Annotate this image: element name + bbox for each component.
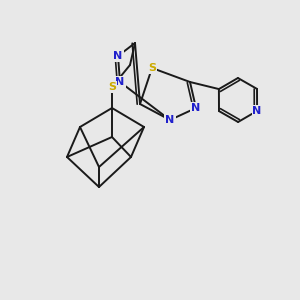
Text: N: N bbox=[191, 103, 201, 113]
Text: N: N bbox=[165, 115, 175, 125]
Text: N: N bbox=[113, 51, 123, 61]
Text: S: S bbox=[148, 63, 156, 73]
Text: S: S bbox=[108, 82, 116, 92]
Text: N: N bbox=[253, 106, 262, 116]
Text: N: N bbox=[116, 77, 124, 87]
